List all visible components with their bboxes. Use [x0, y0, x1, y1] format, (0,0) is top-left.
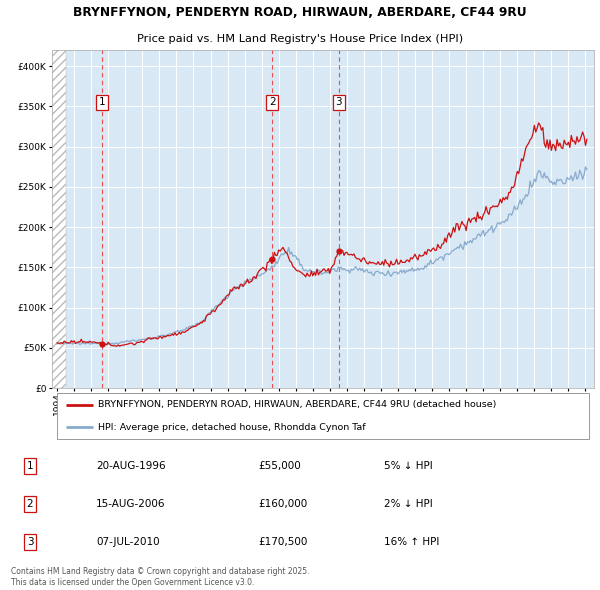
FancyBboxPatch shape	[58, 392, 589, 440]
Text: 20-AUG-1996: 20-AUG-1996	[96, 461, 166, 471]
Text: £160,000: £160,000	[258, 499, 307, 509]
Text: 2: 2	[269, 97, 275, 107]
Text: Contains HM Land Registry data © Crown copyright and database right 2025.
This d: Contains HM Land Registry data © Crown c…	[11, 566, 310, 588]
Text: BRYNFFYNON, PENDERYN ROAD, HIRWAUN, ABERDARE, CF44 9RU: BRYNFFYNON, PENDERYN ROAD, HIRWAUN, ABER…	[73, 6, 527, 19]
Text: 3: 3	[26, 537, 34, 548]
Text: £170,500: £170,500	[258, 537, 307, 548]
Text: HPI: Average price, detached house, Rhondda Cynon Taf: HPI: Average price, detached house, Rhon…	[98, 423, 365, 432]
Text: 2% ↓ HPI: 2% ↓ HPI	[384, 499, 433, 509]
Text: BRYNFFYNON, PENDERYN ROAD, HIRWAUN, ABERDARE, CF44 9RU (detached house): BRYNFFYNON, PENDERYN ROAD, HIRWAUN, ABER…	[98, 400, 496, 409]
Text: 16% ↑ HPI: 16% ↑ HPI	[384, 537, 439, 548]
Text: 5% ↓ HPI: 5% ↓ HPI	[384, 461, 433, 471]
Text: 15-AUG-2006: 15-AUG-2006	[96, 499, 166, 509]
Text: 3: 3	[335, 97, 342, 107]
Text: Price paid vs. HM Land Registry's House Price Index (HPI): Price paid vs. HM Land Registry's House …	[137, 34, 463, 44]
Text: 2: 2	[26, 499, 34, 509]
Text: 07-JUL-2010: 07-JUL-2010	[96, 537, 160, 548]
Text: £55,000: £55,000	[258, 461, 301, 471]
Text: 1: 1	[26, 461, 34, 471]
Text: 1: 1	[98, 97, 105, 107]
